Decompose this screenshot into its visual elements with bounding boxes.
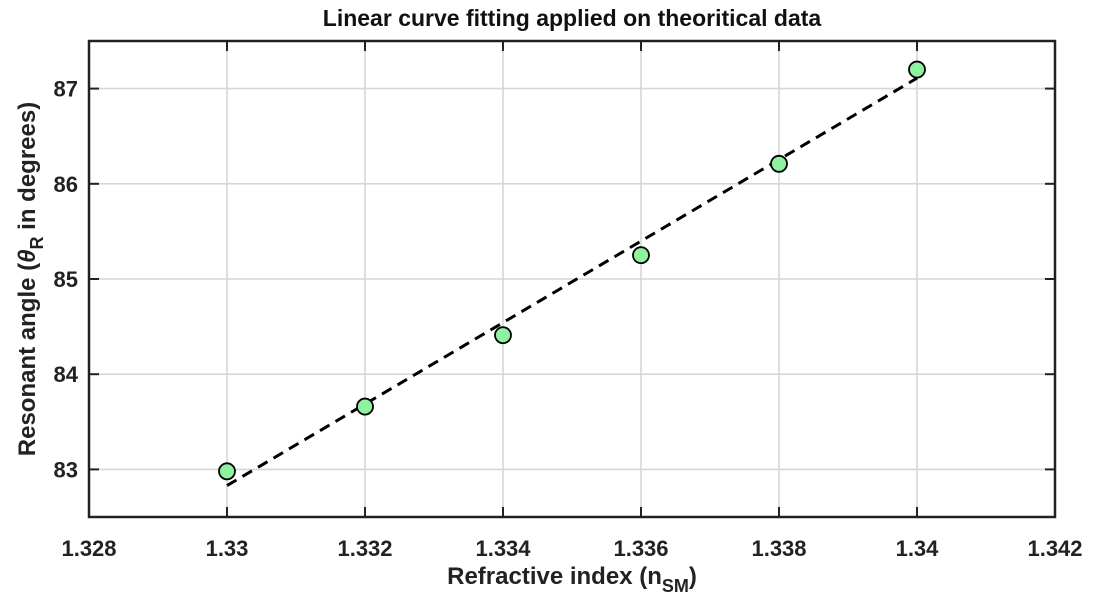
y-axis-label: Resonant angle (θR in degrees) [14, 102, 47, 456]
grid [88, 41, 1056, 517]
fit-line-group [226, 76, 918, 487]
fit-line [226, 76, 918, 487]
x-tick-label: 1.328 [61, 536, 116, 561]
x-tick-label: 1.34 [896, 536, 940, 561]
x-tick-label: 1.336 [613, 536, 668, 561]
axis-ticks: 1.328 1.33 1.332 1.334 1.336 1.338 1.34 1.342 83… [54, 41, 1083, 561]
y-tick-label: 83 [54, 457, 78, 482]
chart-title: Linear curve fitting applied on theoriti… [323, 5, 822, 31]
x-axis-label: Refractive index (nSM) [447, 563, 697, 596]
data-point [218, 462, 236, 481]
x-tick-label: 1.334 [475, 536, 531, 561]
y-tick-label: 87 [54, 77, 78, 102]
x-tick-label: 1.342 [1027, 536, 1082, 561]
data-point [632, 246, 650, 265]
y-tick-label: 86 [54, 172, 78, 197]
x-tick-label: 1.33 [206, 536, 249, 561]
data-points [218, 60, 926, 481]
data-point [494, 326, 512, 345]
y-tick-label: 84 [54, 362, 79, 387]
x-tick-label: 1.338 [751, 536, 806, 561]
y-tick-label: 85 [54, 267, 78, 292]
data-point [356, 397, 374, 416]
data-point [908, 60, 926, 79]
data-point [770, 154, 788, 173]
x-tick-label: 1.332 [337, 536, 392, 561]
